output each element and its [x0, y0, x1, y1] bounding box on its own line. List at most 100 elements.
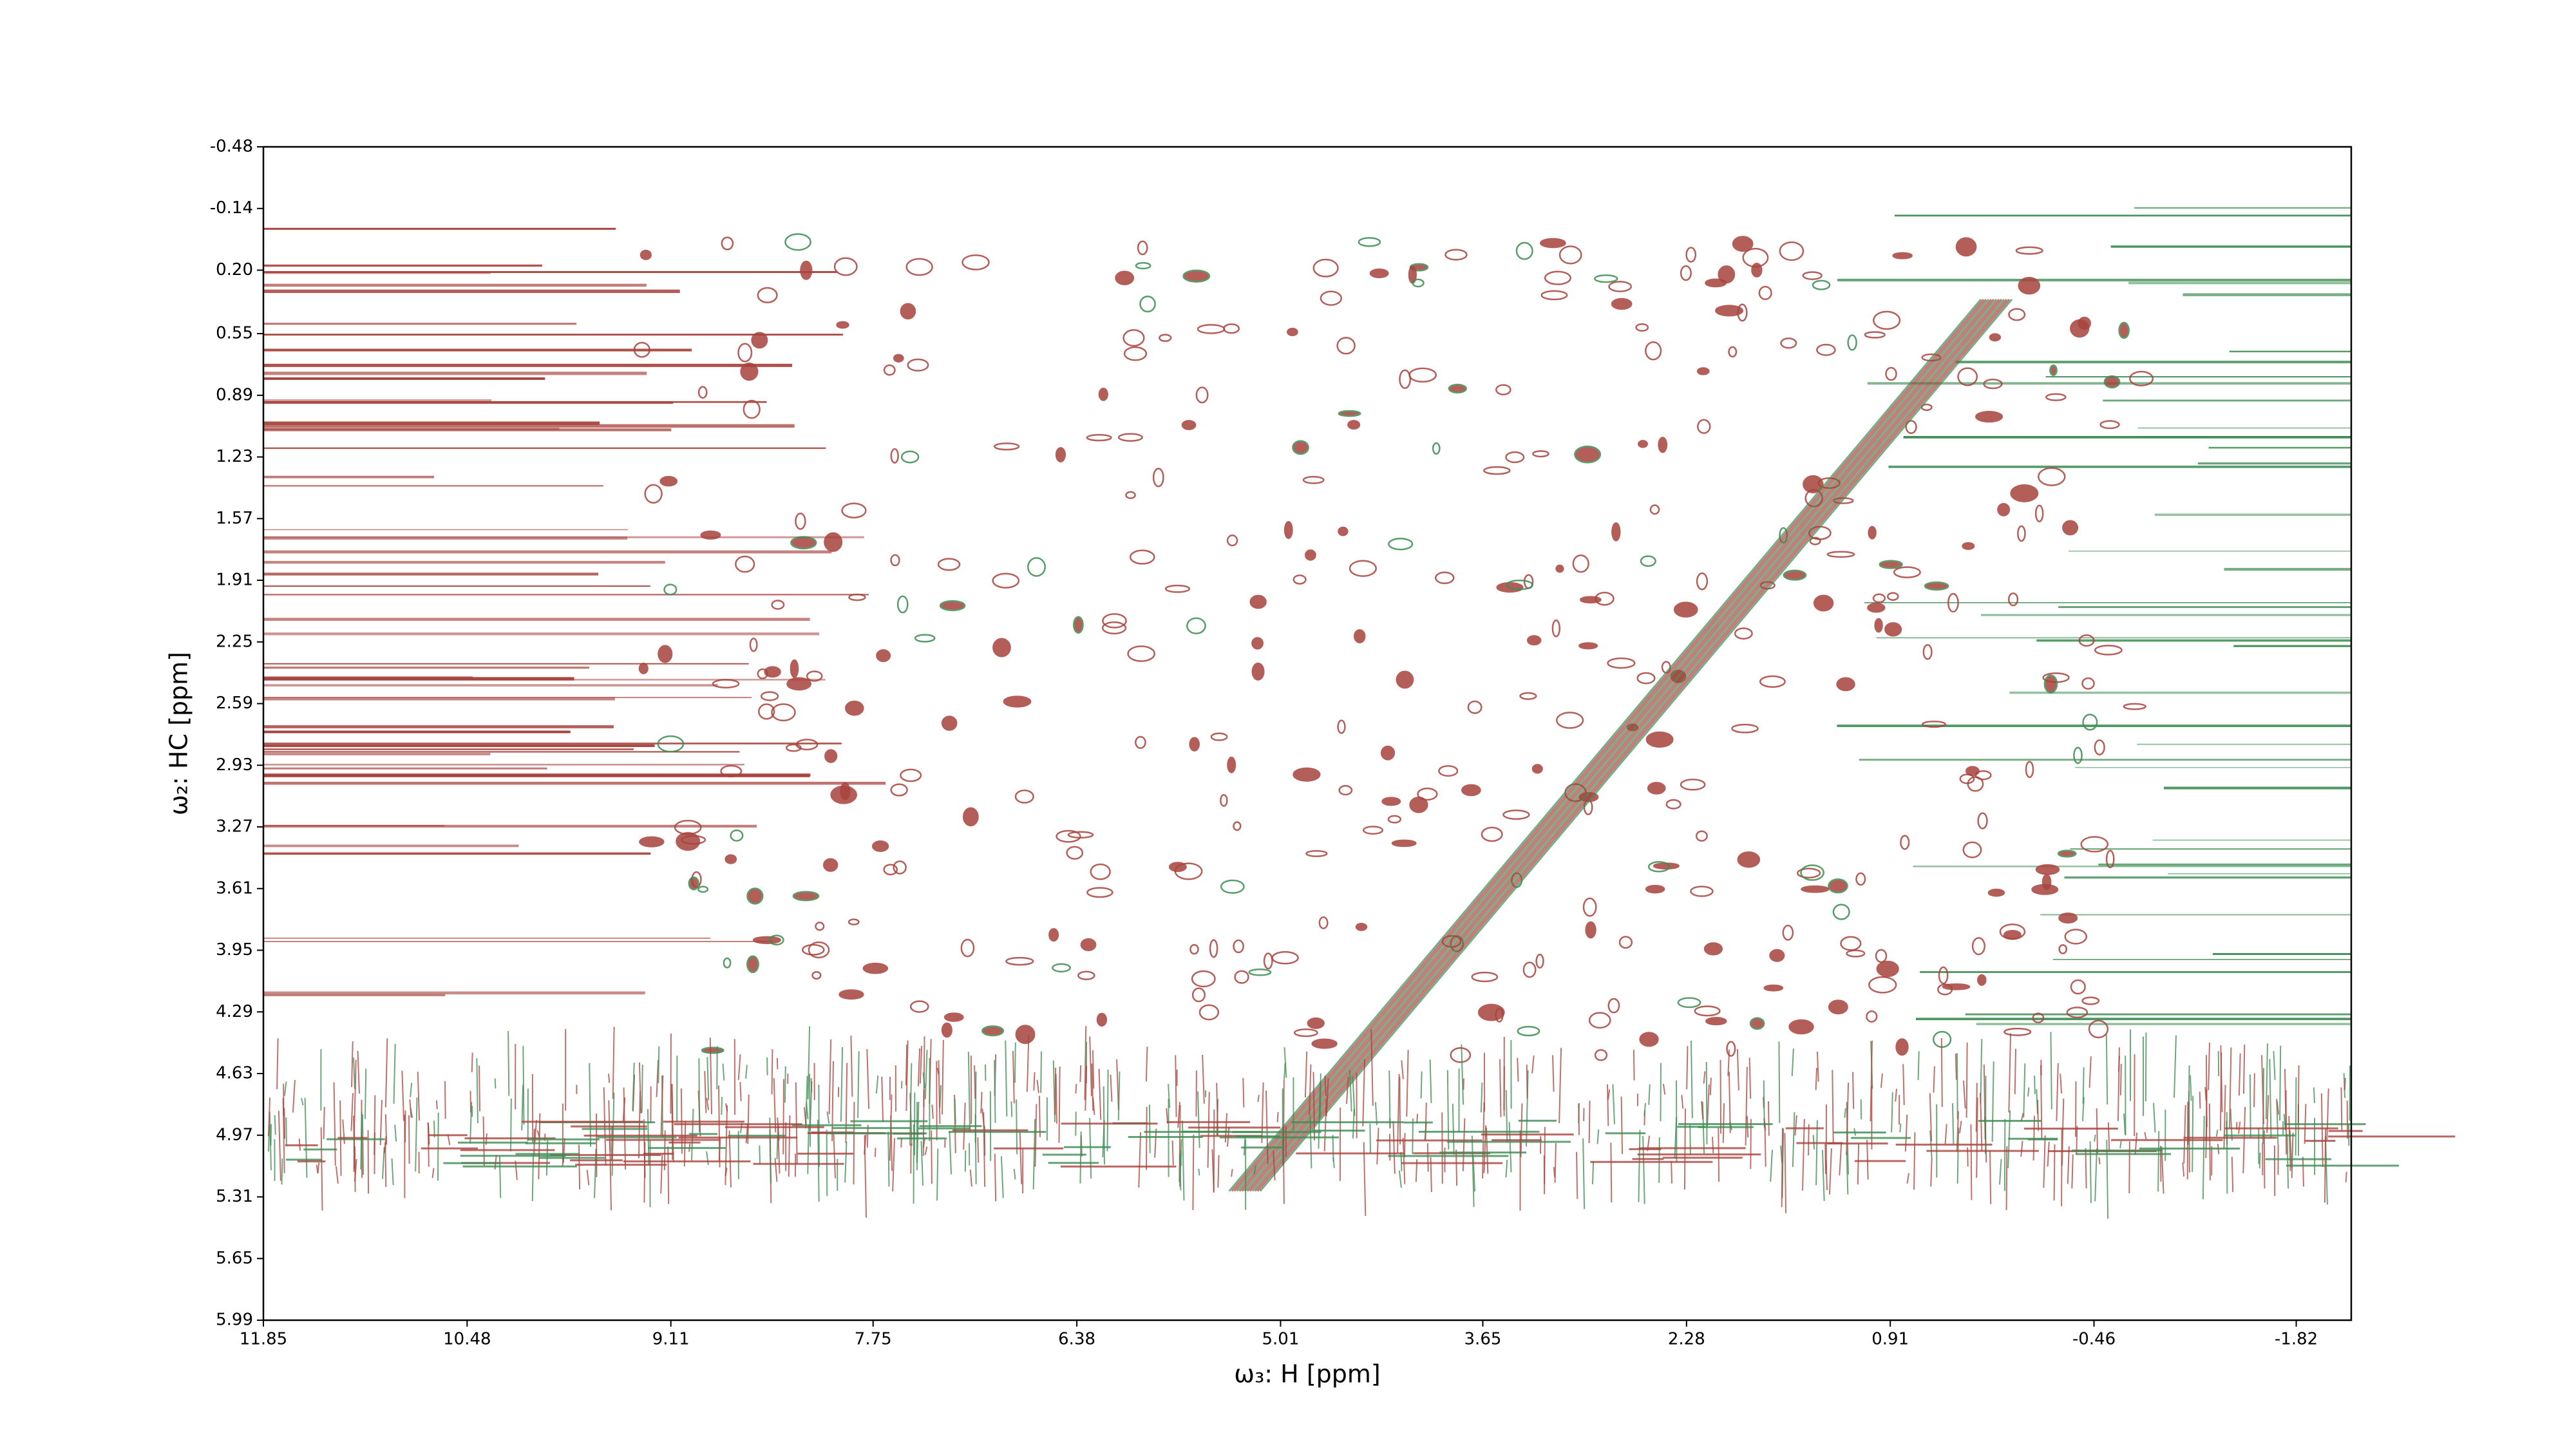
contour [2187, 1065, 2190, 1145]
contour [757, 668, 768, 679]
contour [1977, 812, 1988, 829]
contour [1444, 249, 1468, 261]
y-tick-label: 4.29 [216, 1002, 253, 1021]
contour [1705, 1017, 1727, 1026]
contour [1477, 1003, 1505, 1021]
contour [2008, 308, 2026, 321]
contour [660, 1154, 663, 1194]
contour [1938, 966, 1949, 985]
contour [807, 1026, 811, 1099]
contour [721, 1097, 723, 1115]
contour [1198, 1168, 1200, 1176]
contour [1358, 237, 1381, 247]
contour [2081, 677, 2095, 690]
contour [1791, 1048, 1794, 1076]
contour [941, 1039, 944, 1115]
contour [890, 448, 899, 464]
contour [1434, 571, 1455, 584]
contour [887, 1132, 890, 1187]
contour [316, 1164, 319, 1174]
contour [857, 1051, 860, 1118]
contour [394, 1124, 397, 1142]
contour [919, 1045, 923, 1084]
contour [737, 1054, 741, 1080]
contour [2043, 674, 2058, 694]
contour [1989, 333, 2002, 342]
contour [760, 691, 779, 701]
contour [771, 600, 785, 610]
contour [876, 649, 891, 663]
contour [1238, 298, 1993, 1192]
contour [1467, 700, 1482, 714]
contour [2035, 864, 2060, 875]
contour [1612, 1084, 1615, 1124]
contour [1879, 560, 1903, 569]
contour [1338, 785, 1353, 796]
contour [735, 555, 755, 573]
contour [1673, 601, 1698, 618]
contour [1233, 298, 1987, 1192]
contour [1471, 971, 1499, 983]
contour [639, 249, 652, 260]
contour [920, 1141, 924, 1186]
contour [1555, 712, 1584, 729]
contour [1866, 1010, 1878, 1023]
contour [864, 1135, 867, 1218]
y-tick-label: -0.48 [210, 137, 253, 156]
contour [1084, 1065, 1088, 1111]
contour [1233, 821, 1242, 831]
contour [2263, 1130, 2266, 1189]
contour [1611, 522, 1621, 542]
contour [720, 764, 743, 778]
contour [1558, 1048, 1562, 1124]
contour [1244, 298, 1998, 1192]
contour [274, 1115, 276, 1135]
contour [1802, 1119, 1805, 1191]
contour [1249, 298, 2003, 1192]
contour [1003, 696, 1032, 708]
contour [1701, 1101, 1704, 1120]
contour [2190, 1075, 2192, 1101]
contour [283, 1081, 287, 1096]
contour [1287, 327, 1298, 336]
contour [1432, 442, 1441, 455]
contour [1922, 644, 1933, 660]
contour [1420, 1071, 1423, 1099]
contour [1106, 1070, 1109, 1151]
contour [1680, 265, 1692, 281]
contour [697, 886, 709, 893]
contour [2080, 836, 2109, 853]
contour [2249, 1074, 2251, 1137]
contour [1227, 756, 1236, 773]
contour [1809, 536, 1821, 545]
contour [1181, 1120, 1185, 1201]
contour [1976, 1097, 1978, 1178]
contour [2285, 1090, 2287, 1155]
y-tick-label: 4.97 [216, 1125, 253, 1144]
contour [1145, 1046, 1148, 1082]
contour [974, 1065, 976, 1099]
contour [2289, 1130, 2293, 1168]
contour [2015, 246, 2043, 255]
contour [922, 1090, 925, 1156]
contour [1505, 451, 1525, 464]
contour [2027, 1087, 2030, 1097]
contour [2107, 1122, 2110, 1151]
contour [1226, 534, 1238, 547]
contour [909, 1063, 913, 1146]
contour [660, 1075, 664, 1136]
y-tick-label: 0.55 [216, 324, 253, 343]
contour [1086, 433, 1112, 442]
contour [1181, 420, 1197, 430]
contour [469, 1102, 473, 1144]
contour [1895, 1038, 1909, 1056]
contour [1891, 1092, 1893, 1133]
contour [1588, 1012, 1611, 1029]
contour [1249, 594, 1267, 609]
contour [1642, 1135, 1645, 1204]
contour [1782, 924, 1794, 941]
contour [941, 1022, 952, 1038]
contour [1816, 1051, 1819, 1082]
contour [2105, 849, 2115, 869]
